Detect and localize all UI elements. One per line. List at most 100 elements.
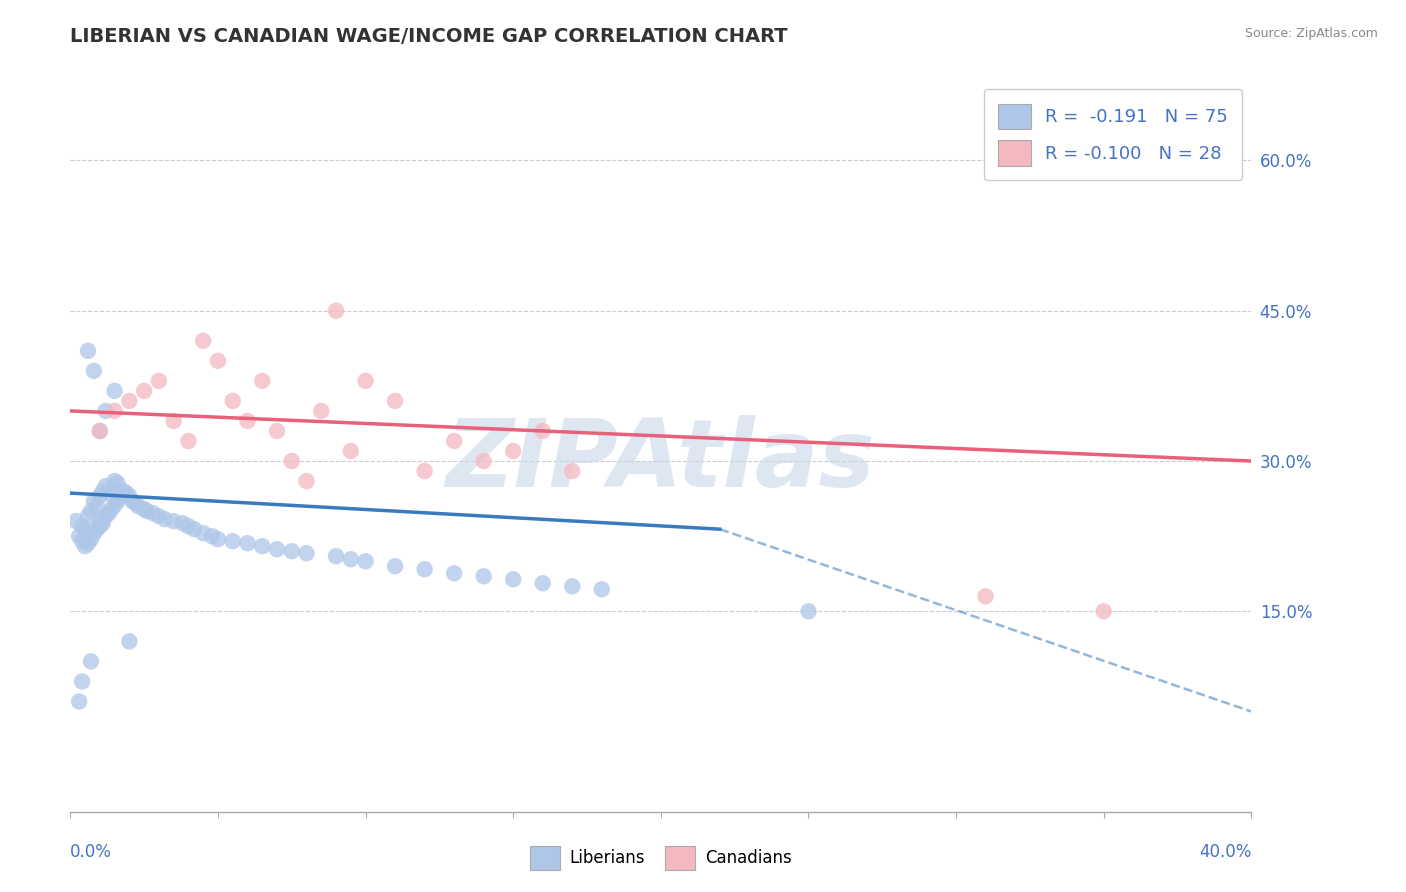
Point — [91, 516, 114, 530]
Point — [295, 474, 318, 488]
Point — [115, 486, 138, 500]
Point — [281, 454, 304, 468]
Point — [236, 536, 259, 550]
Point — [172, 516, 194, 530]
Point — [502, 572, 524, 586]
Point — [83, 494, 105, 508]
Point — [236, 414, 259, 428]
Point — [384, 393, 406, 408]
Point — [163, 514, 186, 528]
Point — [354, 554, 377, 568]
Point — [104, 498, 127, 512]
Point — [83, 364, 105, 378]
Point — [107, 494, 129, 508]
Point — [70, 674, 93, 689]
Point — [443, 566, 465, 581]
Point — [591, 582, 613, 597]
Point — [1092, 604, 1115, 618]
Point — [295, 546, 318, 560]
Point — [75, 524, 96, 538]
Point — [89, 519, 111, 533]
Point — [177, 519, 200, 533]
Point — [104, 384, 127, 398]
Point — [112, 484, 135, 499]
Point — [77, 536, 100, 550]
Point — [561, 464, 583, 478]
Point — [531, 576, 554, 591]
Point — [70, 534, 93, 549]
Point — [118, 393, 141, 408]
Point — [384, 559, 406, 574]
Point — [148, 509, 170, 524]
Point — [94, 509, 117, 524]
Point — [797, 604, 820, 618]
Point — [97, 506, 120, 520]
Point — [77, 343, 100, 358]
Text: 40.0%: 40.0% — [1199, 843, 1251, 861]
Point — [100, 502, 122, 516]
Point — [177, 434, 200, 448]
Point — [413, 562, 436, 576]
Point — [70, 519, 93, 533]
Point — [443, 434, 465, 448]
Point — [281, 544, 304, 558]
Point — [222, 393, 245, 408]
Point — [118, 489, 141, 503]
Point — [163, 414, 186, 428]
Point — [183, 522, 205, 536]
Point — [136, 504, 159, 518]
Point — [191, 334, 214, 348]
Point — [142, 506, 165, 520]
Point — [132, 384, 156, 398]
Point — [153, 512, 176, 526]
Point — [531, 424, 554, 438]
Point — [89, 489, 111, 503]
Point — [89, 424, 111, 438]
Point — [80, 655, 103, 669]
Point — [75, 539, 96, 553]
Point — [67, 529, 90, 543]
Point — [124, 496, 146, 510]
Point — [65, 514, 87, 528]
Point — [86, 499, 108, 513]
Text: LIBERIAN VS CANADIAN WAGE/INCOME GAP CORRELATION CHART: LIBERIAN VS CANADIAN WAGE/INCOME GAP COR… — [70, 27, 787, 45]
Point — [110, 490, 132, 504]
Point — [91, 484, 114, 499]
Point — [104, 474, 127, 488]
Point — [561, 579, 583, 593]
Text: 0.0%: 0.0% — [70, 843, 112, 861]
Text: ZIPAtlas: ZIPAtlas — [446, 415, 876, 507]
Point — [100, 482, 122, 496]
Point — [94, 404, 117, 418]
Point — [222, 534, 245, 549]
Point — [266, 424, 288, 438]
Point — [340, 444, 363, 458]
Point — [94, 479, 117, 493]
Point — [325, 549, 347, 564]
Point — [191, 526, 214, 541]
Point — [89, 424, 111, 438]
Point — [132, 502, 156, 516]
Point — [974, 589, 997, 603]
Point — [250, 539, 273, 553]
Point — [354, 374, 377, 388]
Point — [80, 532, 103, 546]
Point — [472, 569, 495, 583]
Point — [127, 499, 149, 513]
Point — [89, 512, 111, 526]
Point — [107, 476, 129, 491]
Point — [325, 303, 347, 318]
Point — [207, 532, 229, 546]
Point — [67, 694, 90, 708]
Point — [83, 526, 105, 541]
Point — [309, 404, 333, 418]
Point — [266, 542, 288, 557]
Point — [413, 464, 436, 478]
Point — [118, 634, 141, 648]
Point — [340, 552, 363, 566]
Point — [148, 374, 170, 388]
Point — [207, 354, 229, 368]
Point — [250, 374, 273, 388]
Point — [472, 454, 495, 468]
Point — [104, 404, 127, 418]
